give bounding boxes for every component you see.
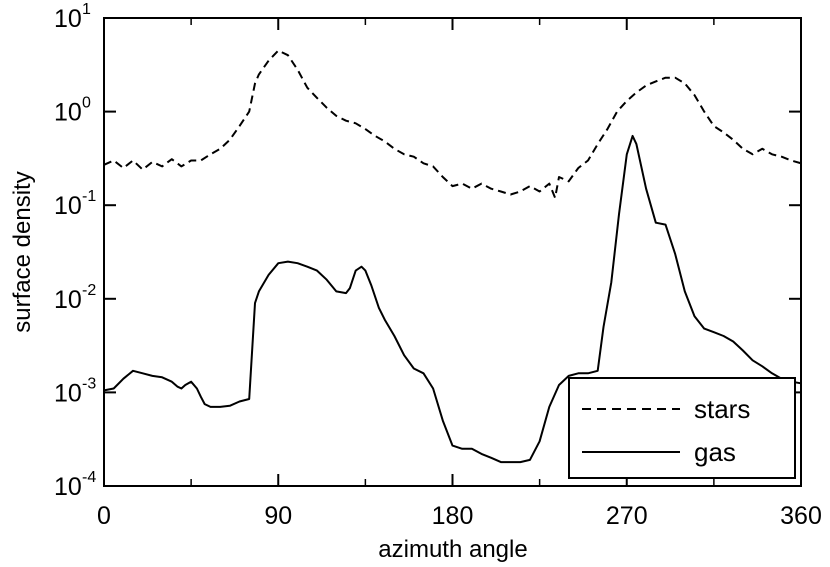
series-line-stars [103,49,802,199]
y-tick-label: 10 [54,379,82,407]
legend-box [568,377,796,479]
legend: stars gas [568,377,796,479]
x-tick-label: 0 [97,502,111,530]
y-tick-label: 10 [54,473,82,501]
y-tick-exponent: -2 [82,282,96,299]
y-tick-label: 10 [54,192,82,220]
x-tick-label: 180 [432,502,474,530]
legend-gas-label: gas [694,437,736,467]
series-line-gas [103,134,802,464]
y-tick-exponent: 0 [82,95,91,112]
x-axis-ticks: 0 90 180 270 360 [97,18,822,530]
y-tick-label: 10 [54,5,82,33]
x-axis-title: azimuth angle [378,536,527,563]
y-tick-label: 10 [54,286,82,314]
legend-stars-label: stars [694,394,750,424]
y-tick-exponent: -4 [82,469,96,486]
y-tick-exponent: 1 [82,1,91,18]
x-tick-label: 90 [264,502,292,530]
y-tick-exponent: -3 [82,375,96,392]
y-tick-exponent: -1 [82,188,96,205]
y-axis-title: surface density [9,171,36,332]
x-tick-label: 360 [780,502,822,530]
y-tick-label: 10 [54,99,82,127]
series-layer [103,49,802,464]
x-tick-label: 270 [606,502,648,530]
